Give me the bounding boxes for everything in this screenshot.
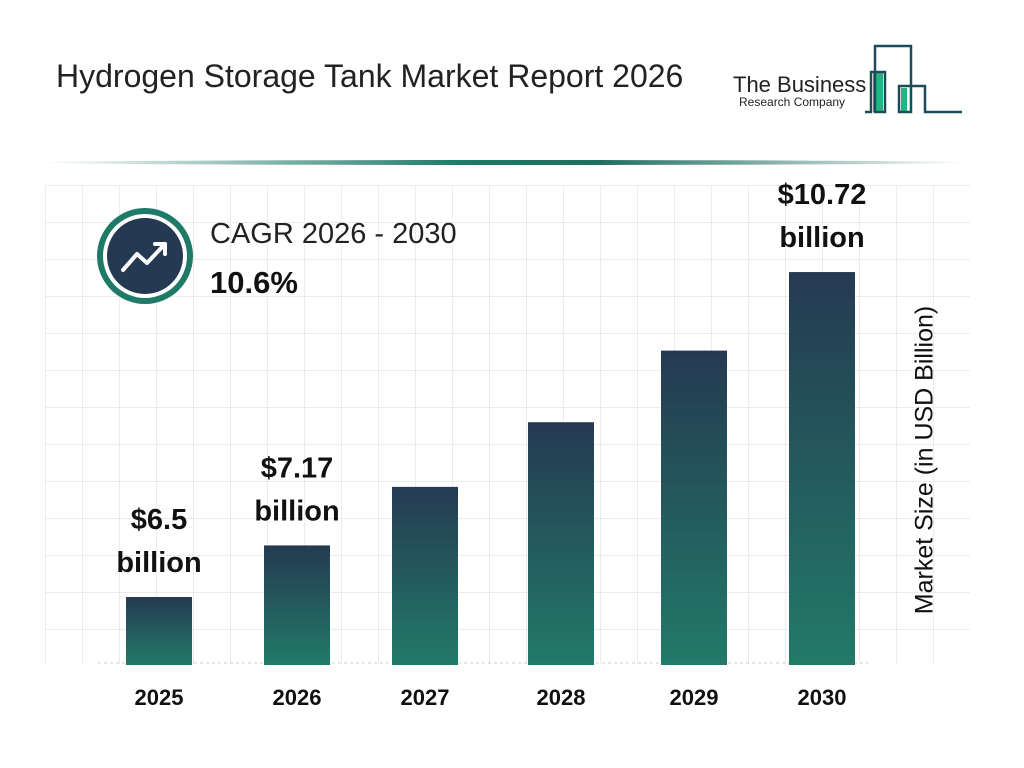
cagr-label: CAGR 2026 - 2030: [210, 218, 457, 250]
x-tick-label: 2028: [537, 685, 586, 710]
data-label-unit: billion: [116, 547, 201, 579]
bar-2029: [661, 350, 727, 665]
cagr-value: 10.6%: [210, 265, 298, 300]
data-label-value: $7.17: [261, 452, 334, 484]
data-label-unit: billion: [254, 495, 339, 527]
data-label-value: $6.5: [131, 504, 187, 536]
x-tick-label: 2025: [135, 685, 184, 710]
title-divider: [40, 160, 970, 165]
bar-2027: [392, 486, 458, 665]
bar-2025: [126, 597, 192, 665]
data-label-value: $10.72: [778, 179, 867, 211]
x-tick-label: 2029: [670, 685, 719, 710]
data-label-unit: billion: [779, 222, 864, 254]
page-title: Hydrogen Storage Tank Market Report 2026: [56, 58, 684, 94]
bar-2026: [264, 545, 330, 665]
company-logo: The Business Research Company: [733, 44, 962, 114]
bar-2030: [789, 272, 855, 665]
logo-line1: The Business: [733, 72, 866, 97]
x-tick-label: 2027: [401, 685, 450, 710]
logo-line2: Research Company: [739, 95, 845, 109]
x-tick-label: 2026: [273, 685, 322, 710]
trending-up-icon: [97, 208, 193, 304]
y-axis-label: Market Size (in USD Billion): [910, 305, 939, 615]
x-tick-label: 2030: [798, 685, 847, 710]
bar-2028: [528, 422, 594, 665]
